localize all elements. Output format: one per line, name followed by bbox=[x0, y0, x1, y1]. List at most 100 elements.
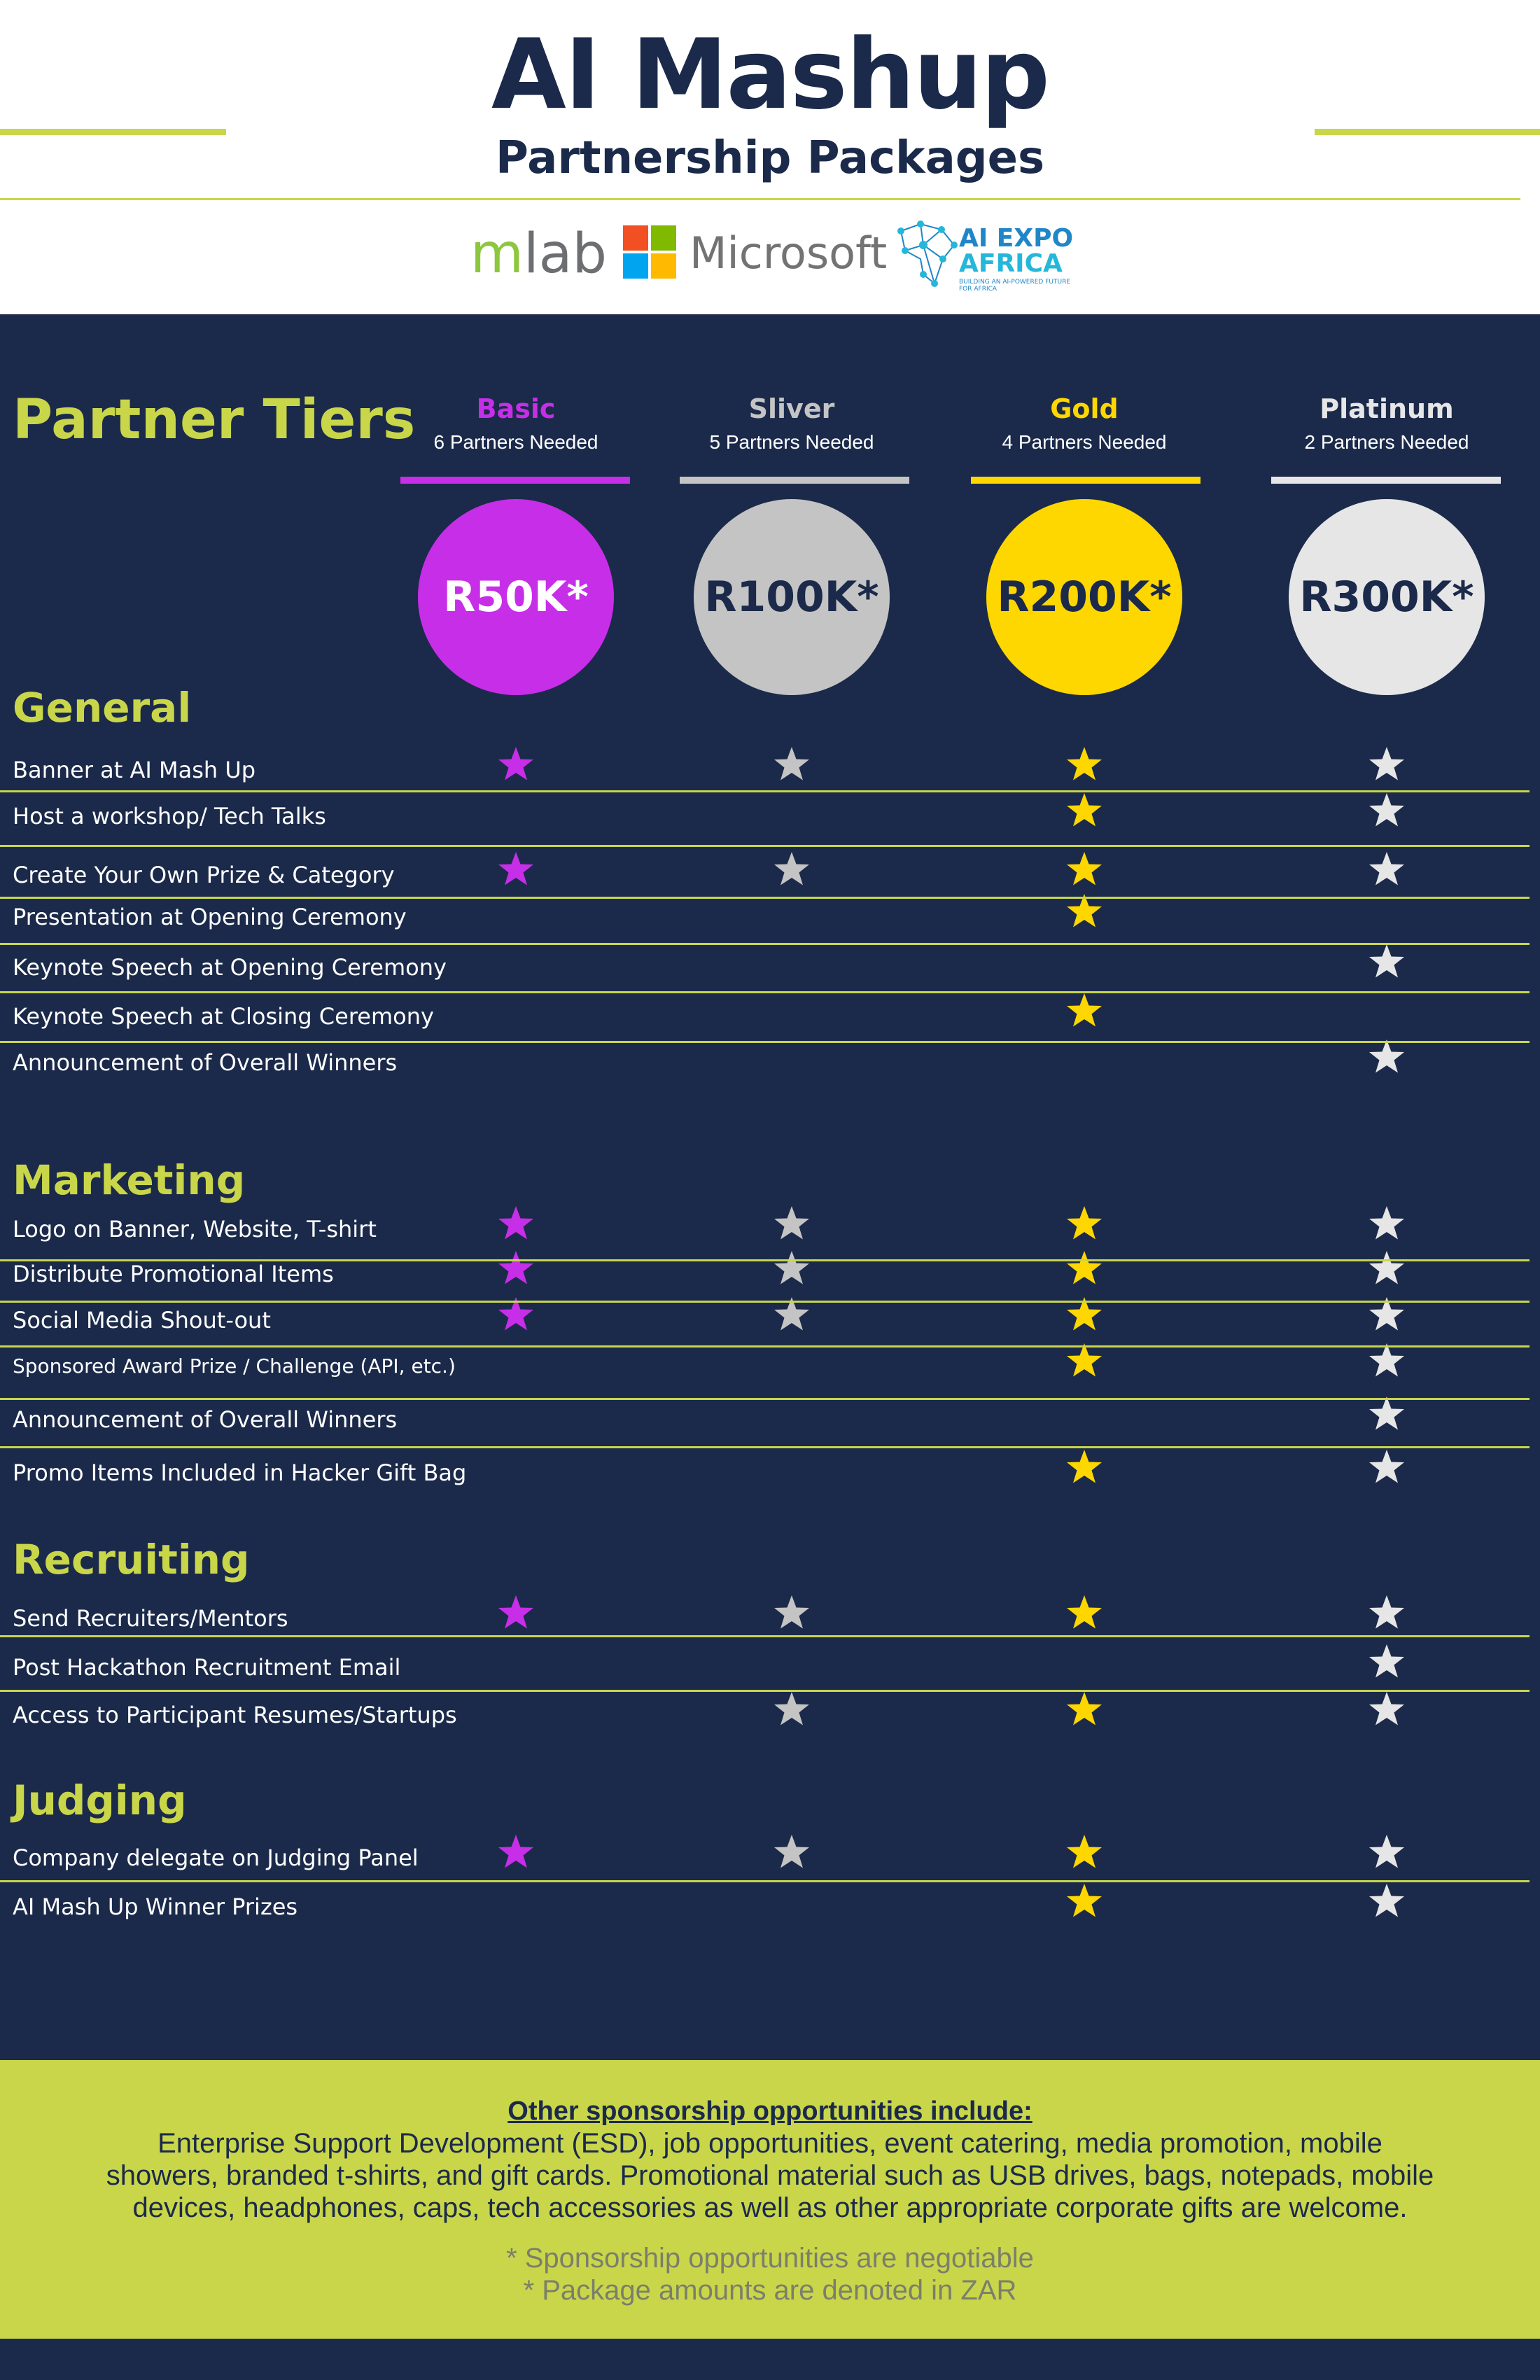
benefit-label: Post Hackathon Recruitment Email bbox=[13, 1654, 401, 1681]
benefit-label: Keynote Speech at Closing Ceremony bbox=[13, 1003, 434, 1030]
tier-header-platinum: Platinum 2 Partners Needed bbox=[1271, 389, 1502, 456]
star-icon bbox=[772, 1593, 811, 1632]
star-icon bbox=[1367, 745, 1406, 784]
footer-note-currency: * Package amounts are denoted in ZAR bbox=[523, 2275, 1017, 2306]
star-icon bbox=[772, 745, 811, 784]
tier-partners-needed: 4 Partners Needed bbox=[1002, 431, 1167, 453]
star-icon bbox=[772, 1295, 811, 1334]
star-icon bbox=[772, 1249, 811, 1288]
tier-price-badge-gold: R200K* bbox=[986, 499, 1182, 695]
star-icon bbox=[772, 850, 811, 889]
star-icon bbox=[1065, 892, 1104, 931]
benefit-label: Announcement of Overall Winners bbox=[13, 1049, 398, 1076]
star-icon bbox=[496, 1249, 536, 1288]
tier-bar-gold bbox=[971, 477, 1200, 484]
star-icon bbox=[496, 745, 536, 784]
tier-price-badge-sliver: R100K* bbox=[694, 499, 890, 695]
section-heading-judging: Judging bbox=[13, 1777, 187, 1824]
row-divider bbox=[0, 1301, 1530, 1303]
tier-header-sliver: Sliver 5 Partners Needed bbox=[676, 389, 907, 456]
footer: Other sponsorship opportunities include:… bbox=[0, 2060, 1540, 2339]
star-icon bbox=[1367, 1037, 1406, 1077]
header-divider bbox=[0, 198, 1520, 200]
benefit-label: Keynote Speech at Opening Ceremony bbox=[13, 954, 447, 981]
star-icon bbox=[1367, 942, 1406, 981]
tier-header-gold: Gold 4 Partners Needed bbox=[969, 389, 1200, 456]
benefit-label: Host a workshop/ Tech Talks bbox=[13, 803, 326, 830]
benefit-label: Create Your Own Prize & Category bbox=[13, 862, 395, 888]
row-divider bbox=[0, 1635, 1530, 1637]
star-icon bbox=[1065, 1295, 1104, 1334]
benefit-label: Announcement of Overall Winners bbox=[13, 1406, 398, 1433]
star-icon bbox=[1065, 1882, 1104, 1921]
row-divider bbox=[0, 1398, 1530, 1400]
page-title: AI Mashup bbox=[491, 18, 1050, 131]
tier-name: Basic bbox=[476, 393, 556, 424]
star-icon bbox=[1367, 1690, 1406, 1729]
star-icon bbox=[1065, 1690, 1104, 1729]
tier-name: Sliver bbox=[748, 393, 835, 424]
benefit-label: Access to Participant Resumes/Startups bbox=[13, 1702, 457, 1728]
row-divider bbox=[0, 1446, 1530, 1448]
star-icon bbox=[772, 1204, 811, 1243]
benefit-label: Social Media Shout-out bbox=[13, 1307, 271, 1334]
tier-name: Platinum bbox=[1320, 393, 1454, 424]
star-icon bbox=[1367, 1642, 1406, 1681]
benefit-label: Company delegate on Judging Panel bbox=[13, 1844, 419, 1871]
star-icon bbox=[1367, 1394, 1406, 1434]
star-icon bbox=[1367, 791, 1406, 830]
star-icon bbox=[1065, 991, 1104, 1030]
star-icon bbox=[1065, 1593, 1104, 1632]
ai-expo-africa-logo: AI EXPO AFRICA BUILDING AN AI-POWERED FU… bbox=[892, 217, 1082, 294]
row-divider bbox=[0, 845, 1530, 847]
partner-tiers-heading: Partner Tiers bbox=[13, 388, 416, 451]
section-heading-marketing: Marketing bbox=[13, 1156, 246, 1204]
sponsor-logos: mlab Microsoft AI EXPO AFRICA bbox=[0, 217, 1540, 294]
benefit-label: Sponsored Award Prize / Challenge (API, … bbox=[13, 1354, 456, 1378]
row-divider bbox=[0, 790, 1530, 792]
star-icon bbox=[496, 1833, 536, 1872]
star-icon bbox=[1065, 850, 1104, 889]
footer-body: Enterprise Support Development (ESD), jo… bbox=[106, 2128, 1434, 2223]
row-divider bbox=[0, 943, 1530, 945]
row-divider bbox=[0, 1259, 1530, 1261]
tier-price-badge-platinum: R300K* bbox=[1289, 499, 1485, 695]
star-icon bbox=[496, 1593, 536, 1632]
section-heading-recruiting: Recruiting bbox=[13, 1536, 250, 1583]
microsoft-logo-icon bbox=[623, 225, 676, 279]
benefit-label: Logo on Banner, Website, T-shirt bbox=[13, 1216, 377, 1242]
tier-bar-platinum bbox=[1271, 477, 1501, 484]
footer-note-negotiable: * Sponsorship opportunities are negotiab… bbox=[506, 2243, 1034, 2274]
star-icon bbox=[496, 1295, 536, 1334]
star-icon bbox=[1065, 1204, 1104, 1243]
star-icon bbox=[496, 850, 536, 889]
tier-name: Gold bbox=[1050, 393, 1119, 424]
star-icon bbox=[1065, 1833, 1104, 1872]
benefit-label: AI Mash Up Winner Prizes bbox=[13, 1893, 298, 1920]
page-subtitle: Partnership Packages bbox=[495, 132, 1045, 184]
star-icon bbox=[772, 1690, 811, 1729]
section-heading-general: General bbox=[13, 684, 192, 732]
tier-bar-basic bbox=[400, 477, 630, 484]
footer-heading: Other sponsorship opportunities include: bbox=[507, 2096, 1032, 2126]
row-divider bbox=[0, 897, 1530, 899]
benefit-label: Distribute Promotional Items bbox=[13, 1261, 334, 1287]
star-icon bbox=[1065, 791, 1104, 830]
benefit-label: Promo Items Included in Hacker Gift Bag bbox=[13, 1460, 467, 1486]
row-divider bbox=[0, 1345, 1530, 1348]
star-icon bbox=[1367, 850, 1406, 889]
mlab-logo: mlab bbox=[470, 223, 607, 286]
star-icon bbox=[1367, 1249, 1406, 1288]
star-icon bbox=[1367, 1204, 1406, 1243]
row-divider bbox=[0, 1690, 1530, 1692]
star-icon bbox=[1367, 1593, 1406, 1632]
benefit-label: Send Recruiters/Mentors bbox=[13, 1605, 288, 1632]
star-icon bbox=[1367, 1833, 1406, 1872]
tier-partners-needed: 2 Partners Needed bbox=[1304, 431, 1469, 453]
header: AI Mashup Partnership Packages mlab Micr… bbox=[0, 0, 1540, 314]
star-icon bbox=[1065, 1448, 1104, 1487]
tier-partners-needed: 5 Partners Needed bbox=[709, 431, 874, 453]
tier-bar-sliver bbox=[680, 477, 909, 484]
benefit-label: Banner at AI Mash Up bbox=[13, 757, 256, 783]
benefit-label: Presentation at Opening Ceremony bbox=[13, 904, 407, 930]
